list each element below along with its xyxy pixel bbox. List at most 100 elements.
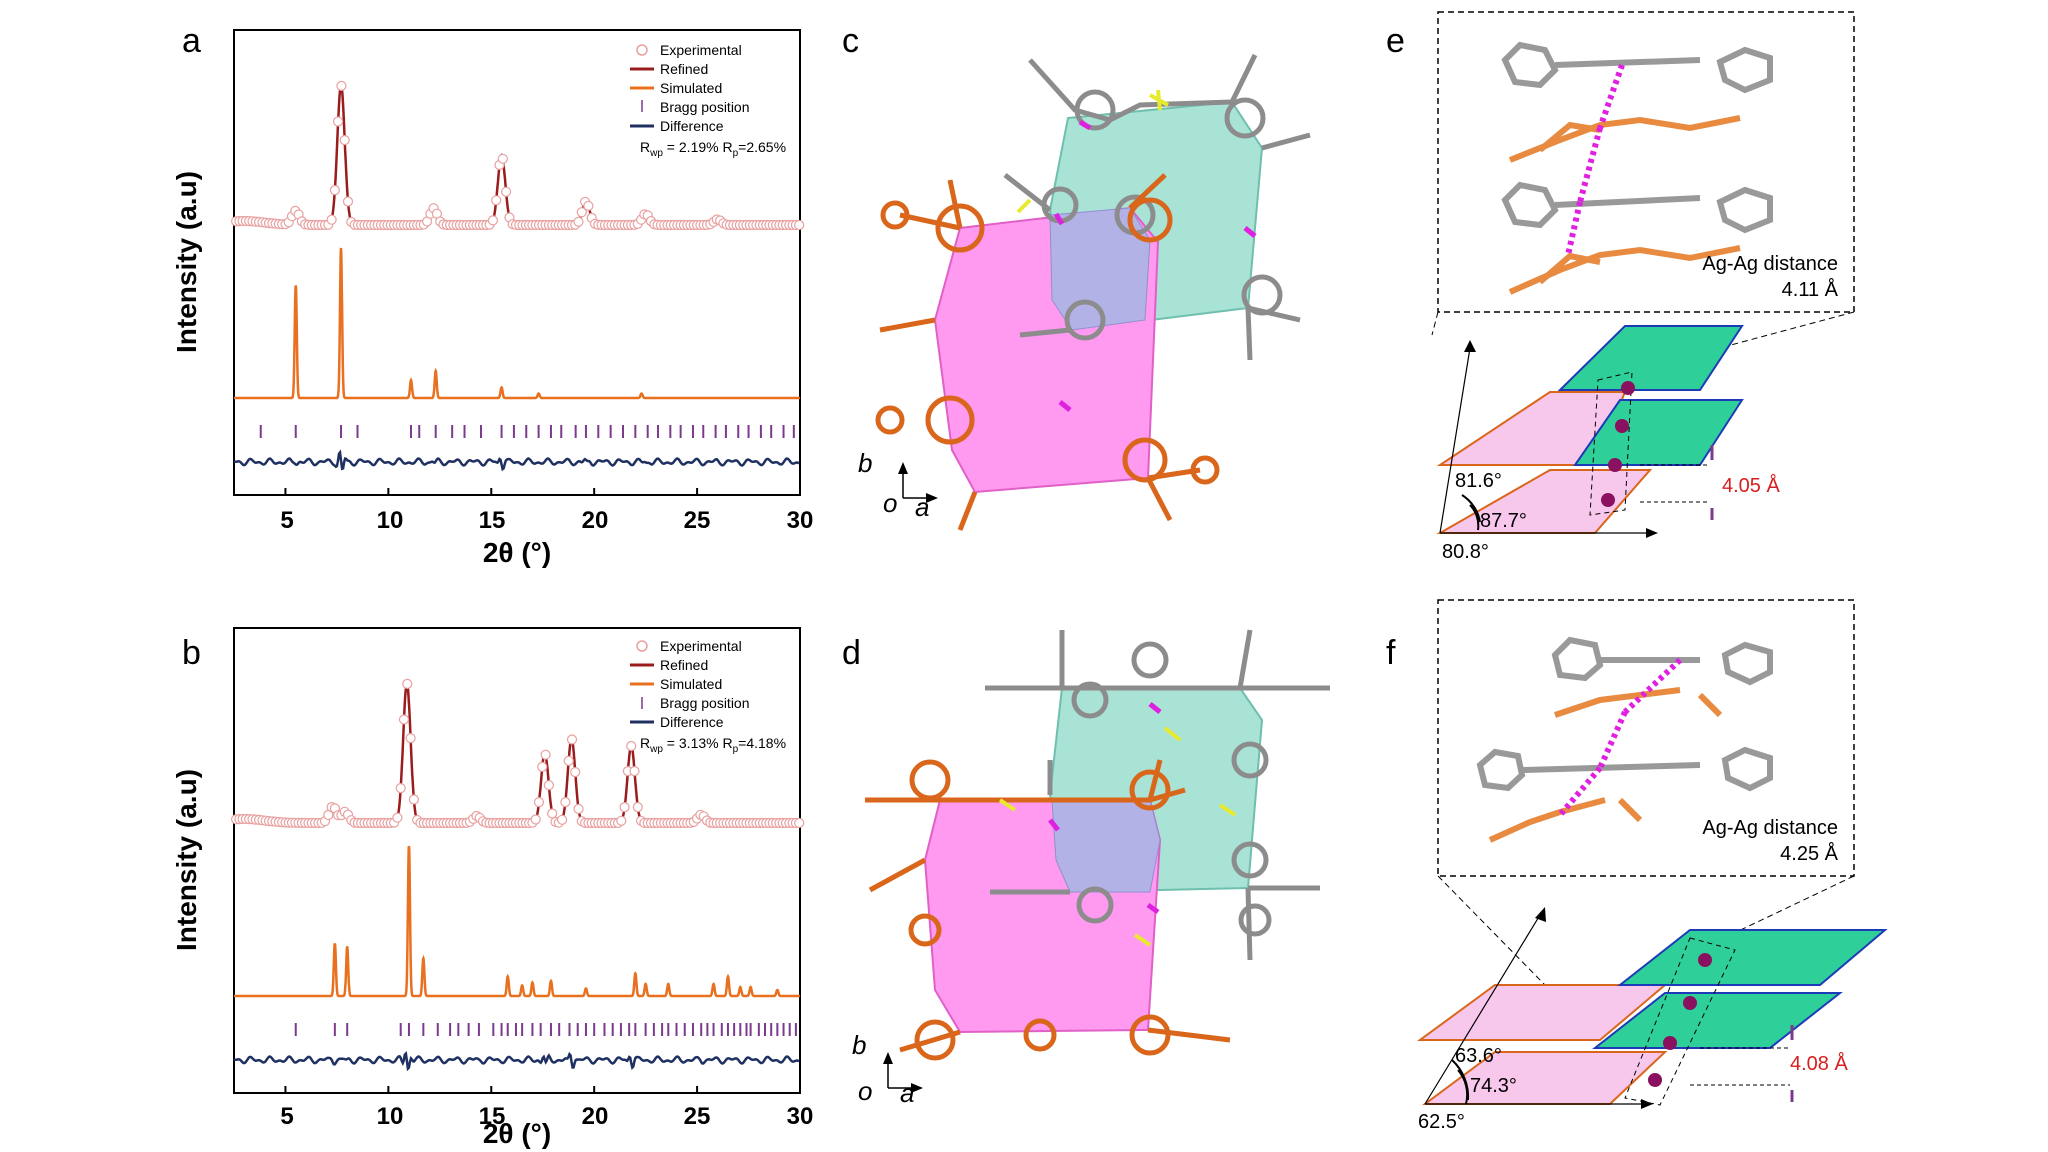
axis-o-label-c: o — [883, 488, 897, 518]
experimental-point — [408, 794, 419, 805]
plane-green-top-e — [1557, 325, 1744, 391]
experimental-point — [563, 755, 574, 767]
stack-column-e — [1589, 371, 1633, 516]
ag-distance-label-e: Ag-Ag distance — [1702, 253, 1838, 275]
experimental-point — [333, 116, 344, 127]
ag-distance-value-e: 4.11 Å — [1782, 278, 1839, 301]
chart-b-xlabel: 2θ (°) — [483, 1118, 551, 1149]
plane-pink-top-f — [1416, 984, 1668, 1041]
chart-b-rwp: 3.13% — [679, 735, 719, 751]
panel-label-c: c — [842, 22, 859, 60]
ag-ag-contact-e — [1565, 64, 1625, 256]
stack-column-f — [1624, 937, 1736, 1106]
legend-a-simulated: Simulated — [660, 80, 722, 96]
layer-spacing-f: 4.08 Å — [1790, 1052, 1848, 1075]
chart-b-frame — [233, 627, 801, 1094]
chart-b-tick-5: 5 — [280, 1103, 293, 1130]
experimental-point — [576, 207, 587, 218]
experimental-point — [402, 678, 413, 690]
experimental-point — [342, 196, 354, 207]
orange-framework-c — [875, 173, 1220, 531]
ag-dot-4-e — [1601, 493, 1615, 507]
inset-box-e — [1437, 11, 1855, 313]
chart-a-stats: Rwp = 2.19% Rp=2.65% — [640, 139, 786, 159]
framework-structure-d: b o a — [852, 629, 1330, 1108]
experimental-point — [543, 780, 555, 791]
chart-a-tick-15: 15 — [479, 507, 506, 534]
ag-sites-d — [1048, 702, 1162, 915]
axis-indicator-c: b o a — [858, 448, 938, 522]
experimental-point — [583, 200, 594, 211]
legend-a-experimental: Experimental — [660, 42, 742, 58]
angle-2-e: 87.7° — [1480, 510, 1527, 532]
experimental-point — [339, 135, 350, 146]
panel-label-f: f — [1386, 634, 1396, 672]
chart-a-data — [231, 80, 805, 495]
axis-o-label-d: o — [858, 1076, 872, 1106]
chart-a-rwp: 2.19% — [679, 139, 719, 155]
legend-a-bragg: Bragg position — [660, 99, 750, 115]
chart-b-data — [231, 678, 805, 1093]
chart-a-tick-10: 10 — [377, 507, 404, 534]
chart-a-frame — [233, 29, 801, 496]
angle-1-e: 81.6° — [1455, 470, 1502, 492]
angle-2-f: 74.3° — [1470, 1075, 1517, 1097]
panel-label-a: a — [182, 22, 201, 60]
ag-dot-3-e — [1608, 458, 1622, 472]
legend-a-refined: Refined — [660, 61, 708, 77]
chart-a-x-ticks: 5 10 15 20 25 30 — [280, 507, 813, 534]
chart-a-rp: 2.65% — [746, 139, 786, 155]
ag-dot-4-f — [1648, 1073, 1662, 1087]
experimental-point — [573, 216, 584, 227]
experimental-point — [395, 782, 406, 794]
chart-a-tick-20: 20 — [582, 507, 609, 534]
legend-b-bragg: Bragg position — [660, 695, 750, 711]
ag-sites-c — [1053, 119, 1257, 412]
difference-line — [233, 449, 800, 472]
stacking-diagram-f: Ag-Ag distance 4.25 Å 4.08 Å 63.6° 74.3°… — [1416, 599, 1888, 1133]
experimental-point — [326, 214, 337, 225]
ag-dot-2-f — [1683, 996, 1697, 1010]
legend-b-difference: Difference — [660, 714, 724, 730]
chart-b-tick-25: 25 — [684, 1103, 711, 1130]
axis-b-label-c: b — [858, 448, 872, 478]
experimental-point — [537, 761, 548, 773]
anion-c — [1016, 89, 1169, 214]
gray-framework-d — [985, 629, 1330, 961]
experimental-point — [629, 765, 640, 777]
zoom-line-left-f — [1437, 875, 1546, 986]
legend-b-simulated: Simulated — [660, 676, 722, 692]
ag-dot-2-e — [1615, 419, 1629, 433]
inset-box-f — [1437, 599, 1855, 877]
legend-b-experimental: Experimental — [660, 638, 742, 654]
experimental-point — [626, 740, 637, 752]
chart-b-tick-20: 20 — [582, 1103, 609, 1130]
xrd-chart-b: Intensity (a.u) 2θ (°) 5 10 15 20 25 30 … — [171, 627, 813, 1149]
experimental-point — [619, 801, 630, 813]
chart-b-stats: Rwp = 3.13% Rp=4.18% — [640, 735, 786, 755]
experimental-point — [530, 814, 541, 825]
ag-dot-3-f — [1663, 1036, 1677, 1050]
layer-spacing-e: 4.05 Å — [1722, 474, 1780, 497]
axis-indicator-d: b o a — [852, 1030, 923, 1108]
axis-c-f — [1424, 914, 1541, 1105]
panel-label-e: e — [1386, 22, 1405, 60]
experimental-point — [573, 803, 584, 815]
zoom-line-left-e — [1431, 311, 1439, 336]
axis-c-e — [1439, 347, 1471, 534]
framework-structure-c: b o a — [858, 53, 1311, 531]
stacking-diagram-e: Ag-Ag distance 4.11 Å 4.05 Å 81.6° 87.7°… — [1431, 11, 1855, 563]
anion-d — [998, 726, 1237, 947]
legend-b-marker-experimental — [636, 640, 648, 652]
experimental-point — [497, 153, 508, 164]
ag-dot-1-e — [1621, 381, 1635, 395]
experimental-point — [570, 766, 581, 778]
experimental-point — [560, 796, 571, 808]
panel-label-d: d — [842, 634, 861, 672]
plane-green-top-f — [1617, 929, 1888, 986]
experimental-point — [556, 814, 568, 825]
chart-b-tick-10: 10 — [377, 1103, 404, 1130]
angle-3-e: 80.8° — [1442, 541, 1489, 563]
experimental-point — [491, 195, 502, 206]
